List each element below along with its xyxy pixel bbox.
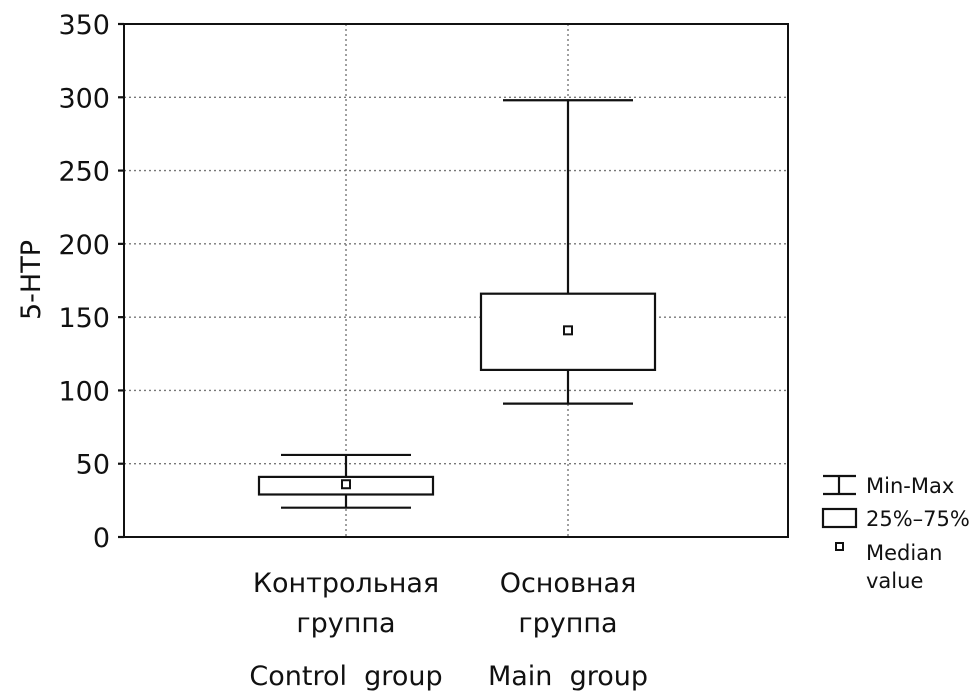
legend-label: 25%–75% [866, 507, 970, 531]
x-axis-category-labels: Контрольная группа Control group Основная гр… [249, 568, 648, 692]
category-label-en: Main group [488, 661, 648, 692]
category-label-ru: Основная [500, 568, 637, 599]
legend-label: Median [866, 541, 942, 565]
median-marker [341, 479, 351, 490]
box-series [257, 99, 657, 509]
legend-item-iqr: 25%–75% [821, 507, 970, 531]
grid-lines [124, 24, 788, 537]
y-tick-label: 150 [58, 303, 110, 334]
category-label-ru: группа [518, 608, 617, 639]
y-axis-label: 5-HTP [16, 240, 47, 320]
category-label-en: Control group [249, 661, 442, 692]
legend-item-median: Median value [835, 541, 942, 593]
y-tick-label: 100 [58, 376, 110, 407]
median-marker [563, 325, 573, 336]
box-group [257, 453, 435, 509]
legend-item-min-max: Min-Max [823, 474, 954, 498]
category-label-ru: группа [296, 608, 395, 639]
y-tick-label: 250 [58, 157, 110, 188]
legend-label: value [866, 569, 923, 593]
legend-label: Min-Max [866, 474, 954, 498]
y-tick-label: 200 [58, 230, 110, 261]
y-tick-label: 50 [76, 450, 110, 481]
category-label-ru: Контрольная [253, 568, 439, 599]
box-group [479, 99, 657, 405]
y-tick-label: 300 [58, 83, 110, 114]
y-tick-label: 350 [58, 10, 110, 41]
legend-box-symbol [821, 507, 858, 529]
y-tick-label: 0 [93, 523, 110, 554]
legend: Min-Max 25%–75% Median value [821, 474, 970, 593]
y-axis-ticks: 0 50 100 150 200 250 300 350 [58, 10, 124, 554]
legend-median-symbol [835, 542, 844, 551]
plot-frame [123, 23, 789, 538]
